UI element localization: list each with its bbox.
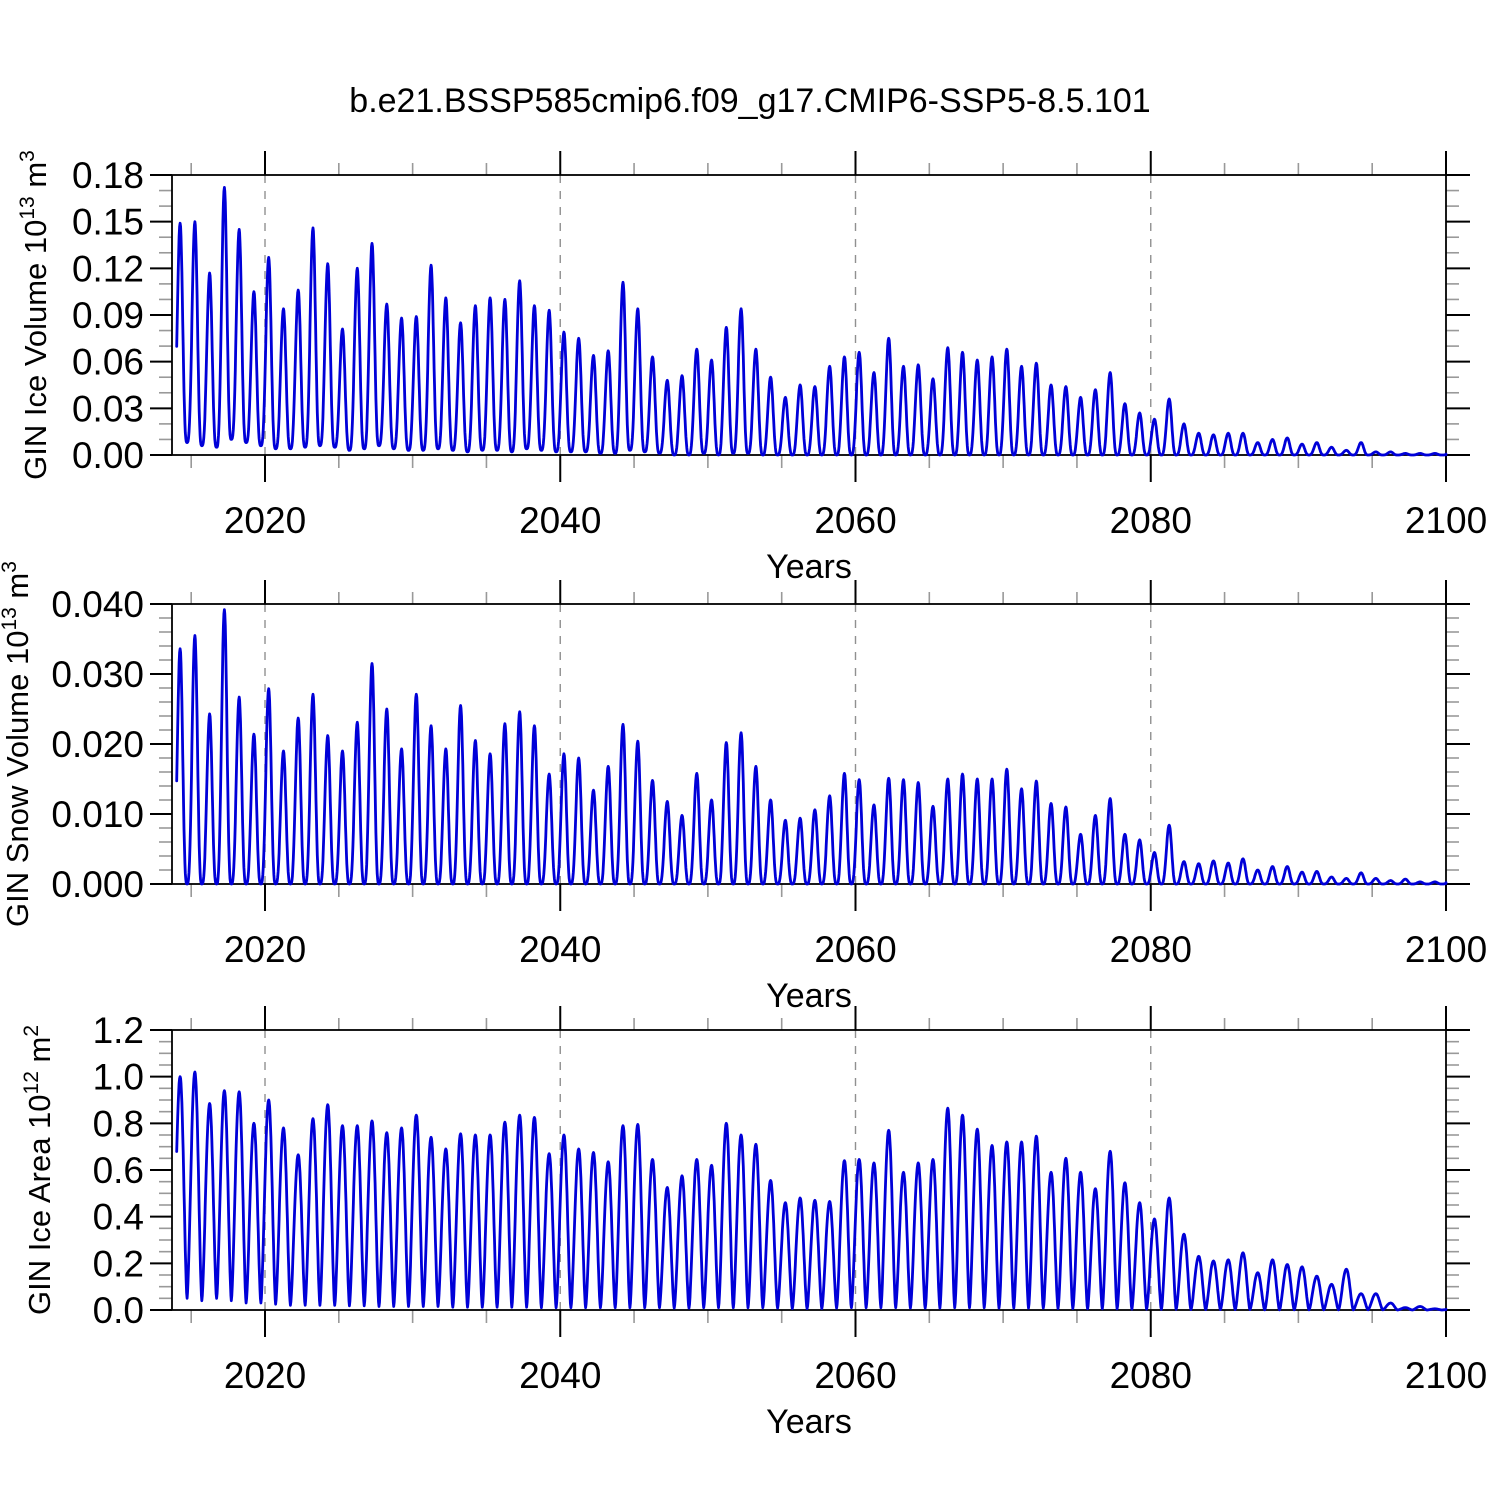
y-tick-label: 0.06 bbox=[72, 342, 144, 383]
plot-border bbox=[171, 603, 1447, 885]
y-tick-label: 0.030 bbox=[51, 654, 144, 695]
y-tick-label: 1.0 bbox=[93, 1057, 144, 1098]
x-tick-label: 2040 bbox=[519, 929, 601, 970]
y-tick-label: 0.18 bbox=[72, 155, 144, 196]
x-tick-label: 2040 bbox=[519, 1355, 601, 1396]
y-axis-title: GIN Snow Volume 1013 m3 bbox=[0, 561, 35, 927]
x-tick-label: 2100 bbox=[1405, 500, 1487, 541]
data-line bbox=[175, 186, 1448, 457]
x-tick-label: 2080 bbox=[1110, 1355, 1192, 1396]
y-tick-label: 0.010 bbox=[51, 794, 144, 835]
y-tick-label: 0.03 bbox=[72, 388, 144, 429]
x-tick-label: 2020 bbox=[224, 929, 306, 970]
x-axis-title: Years bbox=[766, 977, 852, 1015]
x-tick-label: 2100 bbox=[1405, 1355, 1487, 1396]
x-tick-label: 2100 bbox=[1405, 929, 1487, 970]
y-tick-label: 1.2 bbox=[93, 1010, 144, 1051]
plot-border bbox=[171, 174, 1447, 456]
x-axis-title: Years bbox=[766, 1403, 852, 1441]
x-tick-label: 2040 bbox=[519, 500, 601, 541]
data-line bbox=[175, 1070, 1448, 1312]
y-tick-label: 0.8 bbox=[93, 1103, 144, 1144]
y-axis-title: GIN Ice Volume 1013 m3 bbox=[16, 150, 53, 480]
data-line bbox=[175, 608, 1448, 886]
y-tick-label: 0.000 bbox=[51, 864, 144, 905]
x-tick-label: 2060 bbox=[814, 929, 896, 970]
y-tick-label: 0.0 bbox=[93, 1290, 144, 1331]
y-tick-label: 0.020 bbox=[51, 724, 144, 765]
x-tick-label: 2020 bbox=[224, 1355, 306, 1396]
y-tick-label: 0.4 bbox=[93, 1197, 144, 1238]
y-tick-label: 0.00 bbox=[72, 435, 144, 476]
y-tick-label: 0.09 bbox=[72, 295, 144, 336]
x-tick-label: 2080 bbox=[1110, 500, 1192, 541]
x-tick-label: 2020 bbox=[224, 500, 306, 541]
y-axis-title: GIN Ice Area 1012 m2 bbox=[20, 1025, 57, 1315]
y-tick-label: 0.6 bbox=[93, 1150, 144, 1191]
chart-title: b.e21.BSSP585cmip6.f09_g17.CMIP6-SSP5-8.… bbox=[349, 82, 1151, 120]
plot-border bbox=[171, 1029, 1447, 1311]
x-tick-label: 2080 bbox=[1110, 929, 1192, 970]
x-tick-label: 2060 bbox=[814, 500, 896, 541]
y-tick-label: 0.15 bbox=[72, 202, 144, 243]
y-tick-label: 0.040 bbox=[51, 584, 144, 625]
x-axis-title: Years bbox=[766, 548, 852, 586]
y-tick-label: 0.2 bbox=[93, 1243, 144, 1284]
x-tick-label: 2060 bbox=[814, 1355, 896, 1396]
y-tick-label: 0.12 bbox=[72, 248, 144, 289]
